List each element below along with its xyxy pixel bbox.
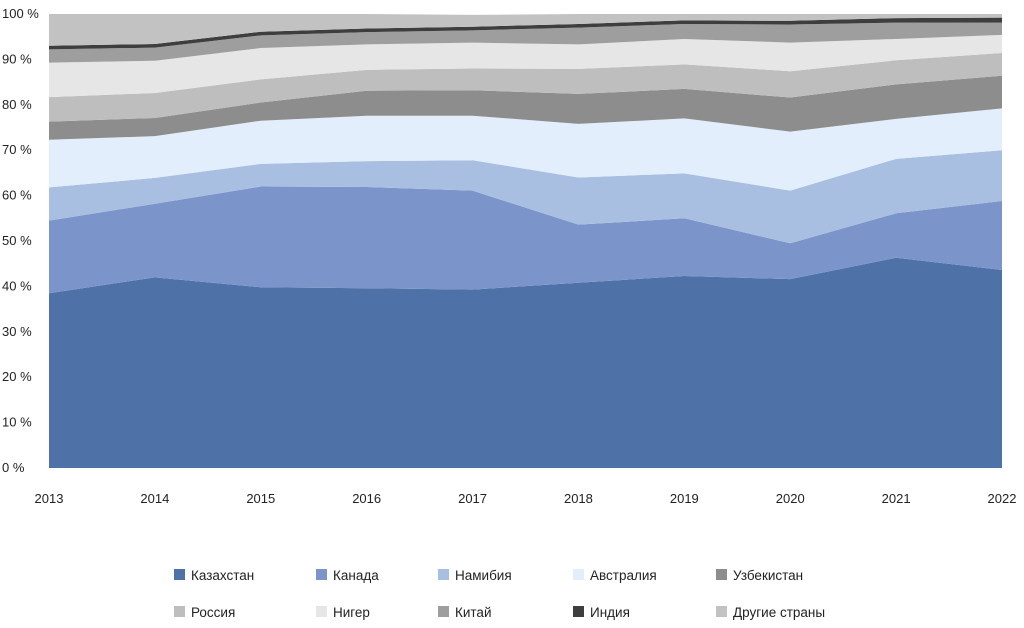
area-series-3	[49, 150, 1002, 244]
area-series-1	[49, 257, 1002, 468]
y-tick-label: 60 %	[2, 188, 32, 203]
y-tick-label: 80 %	[2, 97, 32, 112]
x-tick-label: 2013	[35, 491, 64, 506]
legend-swatch	[174, 606, 185, 617]
legend-swatch	[438, 606, 449, 617]
legend-swatch	[573, 569, 584, 580]
legend-item: Казахстан	[174, 568, 254, 583]
x-tick-label: 2018	[564, 491, 593, 506]
legend-item: Нигер	[316, 605, 370, 620]
legend-item: Канада	[316, 568, 379, 583]
x-tick-label: 2016	[352, 491, 381, 506]
area-series-10	[49, 14, 1002, 46]
legend-label: Узбекистан	[733, 568, 803, 583]
y-tick-label: 70 %	[2, 142, 32, 157]
legend-item: Россия	[174, 605, 235, 620]
legend-swatch	[316, 569, 327, 580]
legend-swatch	[716, 569, 727, 580]
y-tick-label: 40 %	[2, 278, 32, 293]
area-series-7	[49, 34, 1002, 98]
y-tick-label: 50 %	[2, 233, 32, 248]
legend: Казахстан Канада Намибия Австралия Узбекиста…	[174, 568, 825, 620]
y-tick-label: 90 %	[2, 51, 32, 66]
legend-swatch	[573, 606, 584, 617]
legend-label: Другие страны	[733, 605, 825, 620]
legend-label: Казахстан	[191, 568, 254, 583]
y-tick-label: 10 %	[2, 415, 32, 430]
legend-item: Индия	[573, 605, 630, 620]
area-series-5	[49, 75, 1002, 140]
area-series-8	[49, 22, 1002, 63]
legend-swatch	[438, 569, 449, 580]
x-tick-label: 2020	[776, 491, 805, 506]
x-tick-label: 2017	[458, 491, 487, 506]
y-tick-label: 20 %	[2, 369, 32, 384]
area-series-9	[49, 17, 1002, 50]
y-tick-label: 0 %	[2, 460, 25, 475]
x-tick-label: 2021	[882, 491, 911, 506]
legend-item: Другие страны	[716, 605, 825, 620]
legend-label: Китай	[455, 605, 492, 620]
legend-item: Китай	[438, 605, 492, 620]
legend-label: Намибия	[455, 568, 512, 583]
y-tick-label: 30 %	[2, 324, 32, 339]
legend-label: Нигер	[333, 605, 370, 620]
x-tick-label: 2019	[670, 491, 699, 506]
legend-label: Австралия	[590, 568, 657, 583]
legend-label: Россия	[191, 605, 235, 620]
legend-swatch	[716, 606, 727, 617]
legend-item: Намибия	[438, 568, 512, 583]
legend-label: Индия	[590, 605, 630, 620]
x-tick-label: 2014	[140, 491, 169, 506]
legend-label: Канада	[333, 568, 379, 583]
legend-swatch	[174, 569, 185, 580]
area-series-4	[49, 108, 1002, 191]
x-tick-label: 2022	[988, 491, 1017, 506]
y-axis: 0 % 10 % 20 % 30 % 40 % 50 % 60 % 70 % 80 % 90 % 1…	[2, 6, 39, 475]
area-series-2	[49, 186, 1002, 294]
legend-swatch	[316, 606, 327, 617]
y-tick-label: 100 %	[2, 6, 39, 21]
chart-areas	[49, 14, 1002, 468]
area-series-6	[49, 53, 1002, 122]
legend-item: Австралия	[573, 568, 657, 583]
legend-item: Узбекистан	[716, 568, 803, 583]
x-tick-label: 2015	[246, 491, 275, 506]
x-axis: 2013 2014 2015 2016 2017 2018 2019 2020 2021 2022	[35, 491, 1017, 506]
